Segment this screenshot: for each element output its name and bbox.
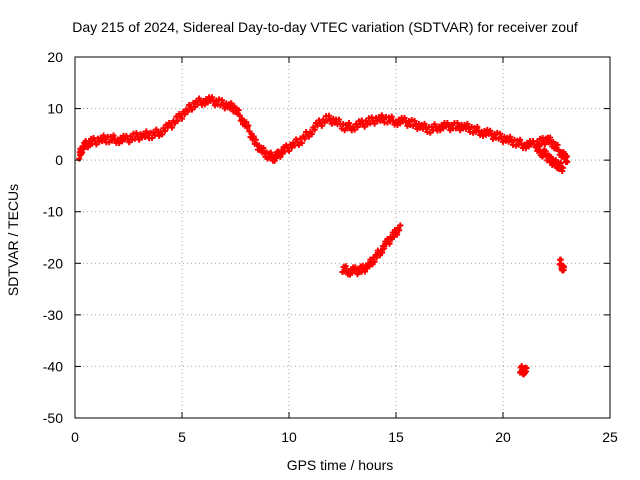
data-point — [179, 115, 185, 122]
x-tick-label: 25 — [602, 429, 618, 445]
data-point — [352, 264, 359, 271]
x-tick-label: 5 — [178, 429, 186, 445]
data-point — [286, 147, 292, 154]
data-point — [252, 136, 259, 143]
x-axis-label: GPS time / hours — [287, 457, 394, 473]
plot-frame — [74, 56, 611, 419]
data-point — [161, 128, 168, 135]
data-point — [228, 100, 235, 107]
data-point — [243, 119, 250, 126]
data-point — [133, 130, 140, 137]
data-point — [79, 149, 86, 156]
data-point — [318, 122, 325, 129]
data-point — [250, 133, 257, 140]
series-lower-arc — [339, 222, 404, 278]
data-point — [361, 268, 368, 275]
data-point — [411, 117, 418, 124]
data-point — [277, 153, 284, 160]
data-point — [394, 231, 401, 238]
data-point — [184, 108, 191, 115]
y-tick-label: 0 — [55, 152, 63, 168]
data-point — [564, 158, 571, 165]
data-point — [301, 135, 308, 142]
data-point — [559, 164, 566, 171]
data-point — [388, 113, 395, 120]
series-main-track — [76, 94, 571, 166]
data-point — [153, 126, 160, 133]
data-markers — [76, 94, 571, 378]
data-point — [218, 97, 225, 104]
data-point — [507, 133, 514, 140]
data-point — [523, 364, 530, 371]
data-point — [386, 240, 393, 247]
data-point — [554, 141, 561, 148]
data-point — [236, 112, 243, 119]
data-point — [396, 227, 403, 234]
data-point — [267, 149, 274, 156]
x-tick-label: 10 — [281, 429, 297, 445]
axis-ticks: 0 5 10 15 20 25 -50 -40 -30 -20 -10 0 10 20 — [43, 49, 618, 445]
data-point — [308, 131, 315, 138]
data-point — [169, 124, 176, 131]
data-point — [517, 136, 524, 143]
y-tick-label: -30 — [43, 307, 63, 323]
x-tick-label: 20 — [495, 429, 511, 445]
data-point — [378, 112, 385, 119]
data-point — [444, 120, 451, 127]
data-point — [311, 126, 318, 133]
data-point — [379, 249, 386, 256]
data-point — [421, 120, 428, 127]
y-tick-label: -20 — [43, 255, 63, 271]
data-point — [335, 116, 342, 123]
data-point — [401, 114, 408, 121]
data-point — [366, 263, 373, 270]
data-point — [196, 95, 203, 102]
data-point — [487, 127, 494, 134]
grid-lines — [75, 57, 610, 418]
y-axis-label: SDTVAR / TECUs — [5, 184, 21, 296]
data-point — [474, 123, 481, 130]
data-point — [397, 222, 404, 229]
chart-title: Day 215 of 2024, Sidereal Day-to-day VTE… — [72, 19, 578, 35]
data-point — [159, 131, 166, 138]
data-point — [464, 120, 471, 127]
data-point — [260, 144, 267, 151]
series-cluster-bottom — [517, 363, 530, 378]
data-point — [100, 132, 107, 139]
data-point — [371, 258, 378, 265]
data-point — [298, 140, 305, 147]
data-point — [342, 263, 349, 270]
data-point — [497, 130, 504, 137]
y-tick-label: 10 — [47, 101, 63, 117]
data-point — [547, 134, 554, 141]
data-point — [245, 122, 252, 129]
data-point — [174, 117, 181, 124]
series-cluster-late — [556, 256, 567, 274]
data-point — [325, 112, 332, 119]
y-tick-label: -40 — [43, 358, 63, 374]
data-point — [110, 132, 117, 139]
data-point — [345, 120, 352, 127]
data-point — [373, 254, 380, 261]
data-point — [235, 107, 242, 114]
y-tick-label: -50 — [43, 410, 63, 426]
y-tick-label: -10 — [43, 204, 63, 220]
data-point — [560, 264, 567, 271]
y-tick-label: 20 — [47, 49, 63, 65]
data-point — [143, 128, 150, 135]
data-point — [390, 233, 397, 240]
series-secondary-branch — [534, 143, 566, 175]
data-point — [208, 94, 215, 101]
data-point — [563, 153, 570, 160]
data-point — [80, 146, 87, 153]
data-point — [381, 245, 388, 252]
data-point — [431, 121, 438, 128]
x-tick-label: 0 — [71, 429, 79, 445]
x-tick-label: 15 — [388, 429, 404, 445]
data-point — [454, 120, 461, 127]
